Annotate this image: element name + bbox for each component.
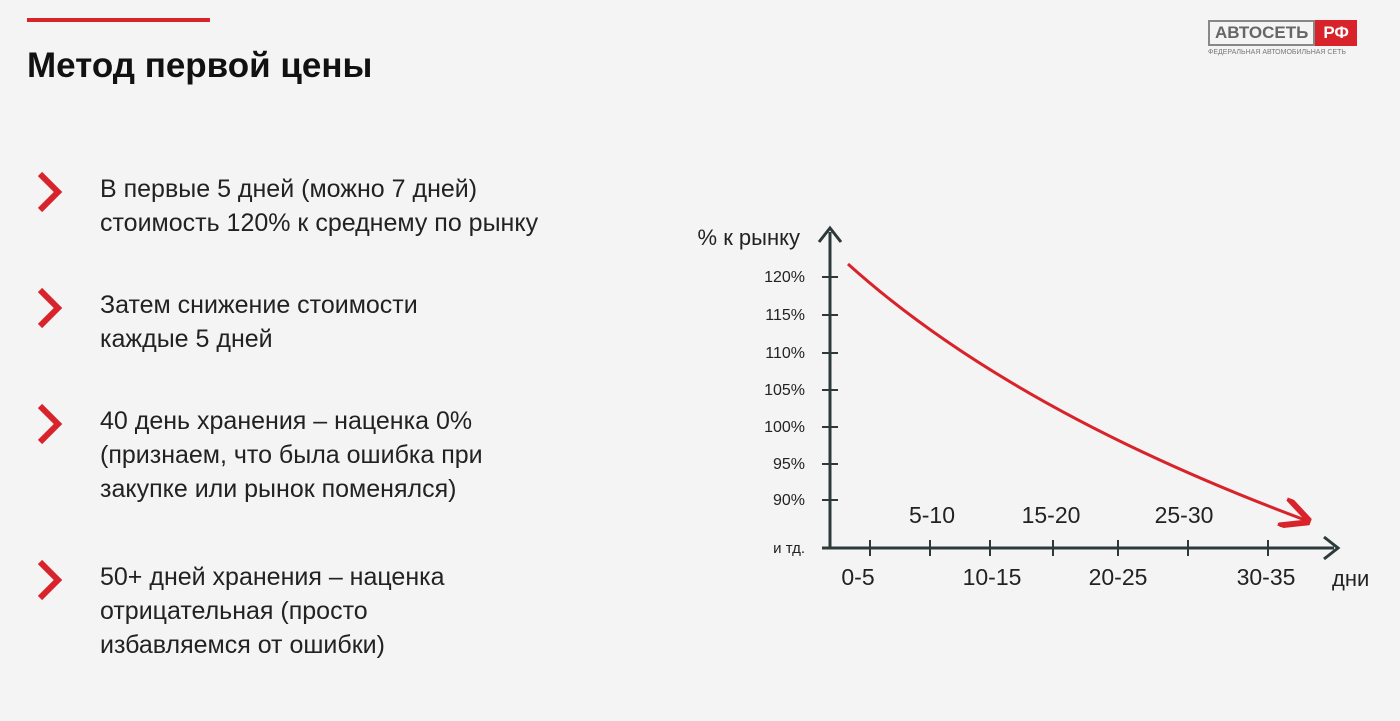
bullet-line: каждые 5 дней — [100, 325, 273, 353]
chevron — [37, 171, 63, 213]
bullet: 50+ дней хранения – наценка отрицательная… — [100, 560, 445, 662]
chevron — [37, 287, 63, 329]
x-label: 5-10 — [909, 502, 955, 528]
x-label: 25-30 — [1155, 502, 1214, 528]
x-axis-label: дни — [1332, 566, 1369, 591]
x-label: 0-5 — [841, 564, 874, 590]
bullet-line: избавляемся от ошибки) — [100, 631, 385, 659]
logo-tagline: ФЕДЕРАЛЬНАЯ АВТОМОБИЛЬНАЯ СЕТЬ — [1208, 49, 1347, 56]
accent-bar — [27, 18, 210, 22]
bullet: 40 день хранения – наценка 0% (признаем, … — [100, 404, 483, 506]
bullet-line: Затем снижение стоимости — [100, 291, 418, 319]
y-label: 105% — [764, 382, 805, 399]
logo: АВТОСЕТЬ РФ ФЕДЕРАЛЬНАЯ АВТОМОБИЛЬНАЯ СЕТ… — [1208, 20, 1357, 56]
y-label: 95% — [773, 456, 805, 473]
bullet-line: 40 день хранения – наценка 0% — [100, 407, 473, 435]
x-arrow — [1323, 535, 1341, 561]
bullet-line: закупке или рынок поменялся) — [100, 475, 457, 503]
y-label: 90% — [773, 492, 805, 509]
y-label: 100% — [764, 419, 805, 436]
chevron — [37, 403, 63, 445]
y-label: и тд. — [773, 540, 805, 557]
logo-suffix: РФ — [1315, 20, 1357, 46]
x-label: 10-15 — [963, 564, 1022, 590]
bullet-line: стоимость 120% к среднему по рынку — [100, 209, 539, 237]
chevron — [37, 559, 63, 601]
y-label: 110% — [765, 345, 805, 362]
slide-title: Метод первой цены — [27, 46, 373, 85]
x-label: 30-35 — [1237, 564, 1296, 590]
y-axis-label: % к рынку — [698, 225, 800, 250]
bullet: В первые 5 дней (можно 7 дней) стоимость … — [100, 172, 538, 240]
x-label: 15-20 — [1022, 502, 1081, 528]
y-label: 115% — [765, 307, 805, 324]
bullet-line: 50+ дней хранения – наценка — [100, 563, 445, 591]
bullet-line: отрицательная (просто — [100, 597, 368, 625]
bullet-line: (признаем, что была ошибка при — [100, 441, 483, 469]
y-label: 120% — [764, 269, 805, 286]
bullet-line: В первые 5 дней (можно 7 дней) — [100, 175, 478, 203]
logo-name: АВТОСЕТЬ — [1208, 20, 1316, 46]
price-curve — [846, 262, 1305, 520]
y-arrow — [817, 225, 843, 243]
bullet: Затем снижение стоимости каждые 5 дней — [100, 288, 418, 356]
x-label: 20-25 — [1089, 564, 1148, 590]
